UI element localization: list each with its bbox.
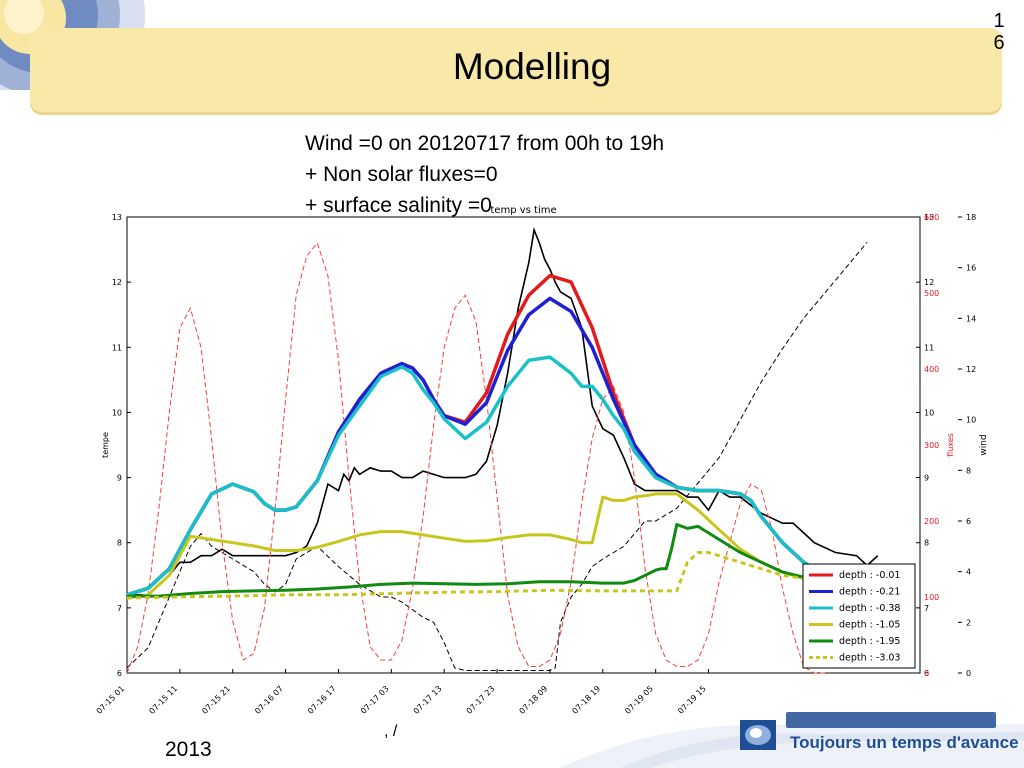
left-tick-label: 8 <box>117 539 122 548</box>
x-tick-label: 07-17 23 <box>465 684 497 716</box>
legend-label: depth : -3.03 <box>839 653 900 664</box>
page-number-top: 1 <box>993 10 1005 32</box>
footer-fragment: , / <box>384 723 398 740</box>
wind-tick-label: 4 <box>966 568 971 577</box>
legend-box <box>802 563 916 669</box>
flux-tick-zero: 0 <box>924 669 929 678</box>
flux-tick-label: 400 <box>924 365 939 374</box>
left-tick-label: 12 <box>112 278 122 287</box>
wind-tick-label: 10 <box>966 416 976 425</box>
legend-label: depth : -0.01 <box>839 570 900 581</box>
wind-tick-label: 12 <box>966 365 976 374</box>
subtitle-line-1: Wind =0 on 20120717 from 00h to 19h <box>305 132 665 155</box>
flux-tick-label: 100 <box>924 593 939 602</box>
left-tick-label: 6 <box>117 669 122 678</box>
x-tick-label: 07-18 09 <box>518 684 550 716</box>
series-line-6 <box>126 551 868 600</box>
x-tick-label: 07-16 07 <box>253 684 285 716</box>
brand-logo-icon <box>740 720 776 750</box>
left-tick-label: 9 <box>117 474 122 483</box>
brand-tagline: Toujours un temps d'avance <box>790 733 1019 752</box>
left-axis-label: tempe <box>101 432 110 458</box>
legend-label: depth : -1.05 <box>839 620 900 631</box>
brand-swoosh-graphic <box>560 724 1024 768</box>
page-number-bottom: 6 <box>993 32 1005 54</box>
subtitle-block: Wind =0 on 20120717 from 00h to 19h + No… <box>305 128 664 221</box>
x-tick-label: 07-15 21 <box>200 684 232 716</box>
mirror-tick-label: 9 <box>924 474 929 483</box>
title-band <box>30 28 1002 112</box>
x-tick-label: 07-17 13 <box>412 684 444 716</box>
page-number: 1 6 <box>990 10 1008 54</box>
wind-tick-label: 18 <box>966 213 976 222</box>
x-tick-label: 07-15 01 <box>95 684 127 716</box>
chart-title: temp vs time <box>490 205 556 216</box>
fluxes-line <box>126 242 825 674</box>
x-tick-label: 07-15 11 <box>147 684 179 716</box>
flux-tick-label: 600 <box>924 213 939 222</box>
mirror-tick-label: 8 <box>924 539 929 548</box>
mirror-tick-label: 13 <box>924 213 934 222</box>
mirror-tick-label: 6 <box>924 669 929 678</box>
slide-title: Modelling <box>452 46 612 87</box>
series-line-4 <box>126 492 868 600</box>
flux-tick-label: 200 <box>924 517 939 526</box>
left-tick-label: 10 <box>112 408 122 417</box>
left-tick-label: 7 <box>117 604 122 613</box>
wind-tick-label: 6 <box>966 517 971 526</box>
wind-axis-label: wind <box>979 434 989 455</box>
x-tick-label: 07-16 17 <box>306 684 338 716</box>
flux-tick-label: 500 <box>924 289 939 298</box>
legend-label: depth : -0.38 <box>839 603 900 614</box>
wind-tick-label: 16 <box>966 264 976 273</box>
brand-name-bar <box>786 712 996 728</box>
left-tick-label: 13 <box>112 213 122 222</box>
mirror-tick-label: 12 <box>924 278 934 287</box>
flux-tick-label: 300 <box>924 441 939 450</box>
plot-frame <box>126 216 921 674</box>
mirror-tick-label: 10 <box>924 408 934 417</box>
series-line-3 <box>126 355 868 597</box>
wind-tick-label: 8 <box>966 466 971 475</box>
subtitle-line-2: + Non solar fluxes=0 <box>305 163 498 186</box>
subtitle-line-3: + surface salinity =0 <box>305 194 492 217</box>
legend-label: depth : -1.95 <box>839 636 900 647</box>
wind-tick-label: 14 <box>966 314 976 323</box>
mirror-tick-label: 7 <box>924 604 929 613</box>
left-tick-label: 11 <box>112 343 122 352</box>
wind-line <box>126 241 868 671</box>
flux-axis-label: fluxes <box>946 433 955 457</box>
series-line-5 <box>127 523 868 598</box>
mirror-tick-label: 11 <box>924 343 934 352</box>
footer-year: 2013 <box>165 738 212 761</box>
x-tick-label: 07-17 03 <box>359 684 391 716</box>
wind-tick-label: 0 <box>966 669 971 678</box>
wind-tick-label: 2 <box>966 618 971 627</box>
legend-label: depth : -0.21 <box>839 587 900 598</box>
